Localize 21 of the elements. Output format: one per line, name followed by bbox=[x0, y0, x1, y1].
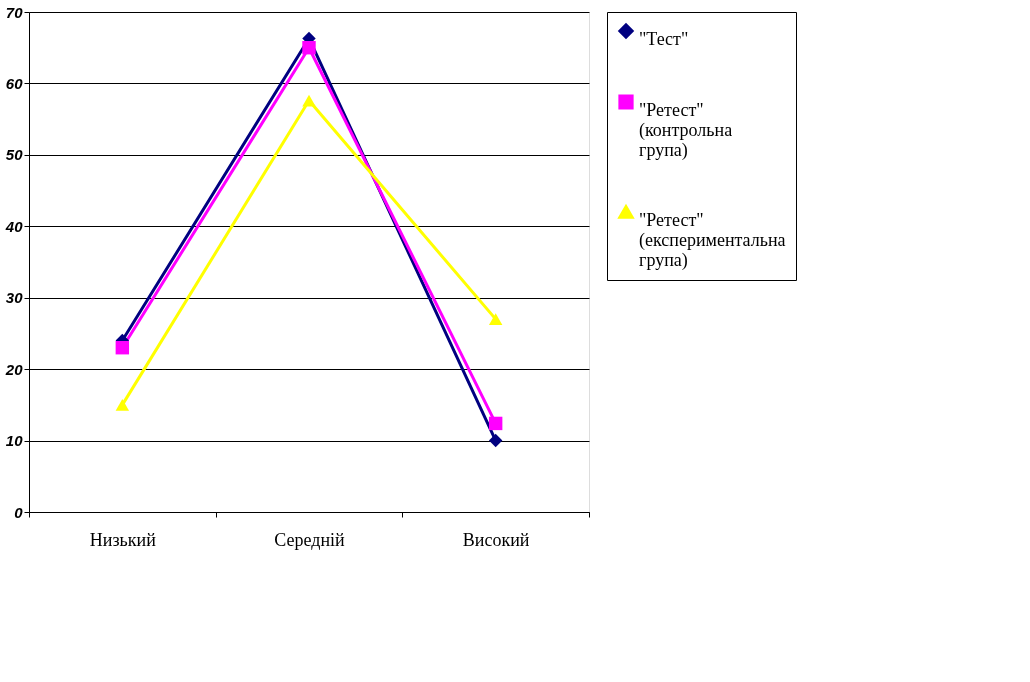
y-tick-label: 30 bbox=[5, 289, 24, 307]
x-tick-label: Низький bbox=[89, 529, 157, 550]
point bbox=[302, 94, 316, 107]
point bbox=[115, 341, 130, 355]
point bbox=[115, 399, 130, 411]
y-tick-label: 50 bbox=[5, 146, 24, 164]
point bbox=[302, 41, 316, 55]
legend-label: "Ретест" (контрольна група) bbox=[639, 100, 733, 161]
x-tick-label: Середній bbox=[274, 529, 346, 550]
y-tick-label: 60 bbox=[5, 74, 24, 92]
y-tick-label: 10 bbox=[5, 432, 24, 450]
point bbox=[488, 313, 503, 325]
legend-label: "Ретест" (експериментальна група) bbox=[639, 210, 786, 271]
point bbox=[488, 433, 503, 448]
legend-label: "Тест" bbox=[639, 29, 689, 49]
x-tick-label: Високий bbox=[462, 529, 530, 550]
y-tick-label: 70 bbox=[5, 3, 24, 21]
y-tick-label: 40 bbox=[4, 217, 24, 235]
point bbox=[488, 416, 503, 431]
y-tick-label: 20 bbox=[4, 360, 24, 378]
y-tick-label: 0 bbox=[14, 503, 24, 521]
